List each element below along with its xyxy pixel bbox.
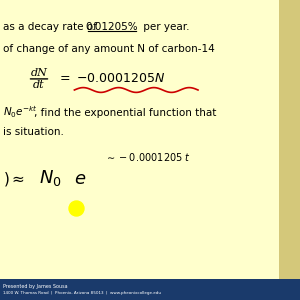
Text: $\sim -0.0001205\;t$: $\sim -0.0001205\;t$ bbox=[105, 151, 190, 163]
Text: is situation.: is situation. bbox=[3, 127, 64, 137]
Text: as a decay rate of: as a decay rate of bbox=[3, 22, 100, 32]
Text: Presented by James Sousa: Presented by James Sousa bbox=[3, 284, 68, 289]
Text: per year.: per year. bbox=[140, 22, 189, 32]
Circle shape bbox=[69, 201, 84, 216]
Text: $N_0 e^{-kt}$: $N_0 e^{-kt}$ bbox=[3, 105, 38, 120]
Text: =: = bbox=[60, 72, 70, 86]
Text: $) \approx$: $) \approx$ bbox=[3, 169, 25, 188]
Text: $-0.0001205N$: $-0.0001205N$ bbox=[76, 72, 166, 86]
Text: $N_0$: $N_0$ bbox=[39, 169, 62, 188]
Bar bbox=[0, 279, 300, 300]
Text: dN: dN bbox=[31, 68, 47, 78]
Text: dt: dt bbox=[33, 80, 45, 90]
Text: $e$: $e$ bbox=[74, 169, 86, 188]
Bar bbox=[279, 0, 300, 279]
Text: 0.01205%: 0.01205% bbox=[85, 22, 138, 32]
Text: of change of any amount N of carbon-14: of change of any amount N of carbon-14 bbox=[3, 44, 215, 55]
Text: 1400 W. Thomas Road  |  Phoenix, Arizona 85013  |  www.pheonixcollege.edu: 1400 W. Thomas Road | Phoenix, Arizona 8… bbox=[3, 291, 161, 296]
Text: , find the exponential function that: , find the exponential function that bbox=[34, 107, 217, 118]
